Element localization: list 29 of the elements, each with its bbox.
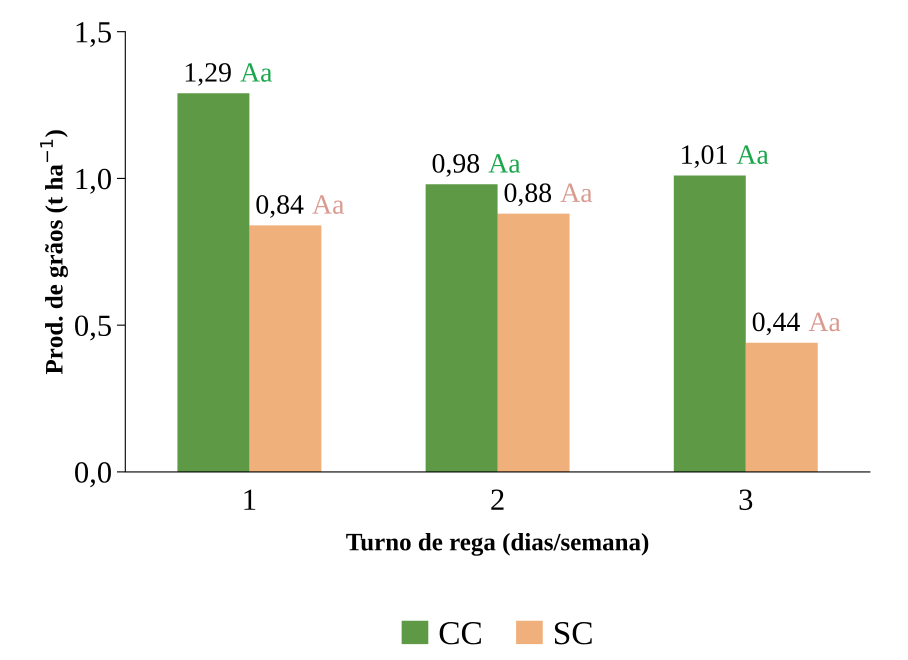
x-axis-title: Turno de rega (dias/semana) bbox=[346, 532, 648, 556]
data-label: 0,88 bbox=[504, 183, 552, 206]
y-tick-label: 1,5 bbox=[76, 22, 111, 47]
annotation: Aa bbox=[240, 63, 272, 82]
y-tick-label: 0,5 bbox=[75, 315, 111, 340]
annotation: Aa bbox=[560, 184, 592, 202]
annotation: Aa bbox=[736, 145, 768, 164]
bar bbox=[746, 342, 818, 472]
data-label: 1,29 bbox=[186, 63, 231, 86]
x-tick-label: 2 bbox=[491, 490, 504, 510]
legend-label: CC bbox=[440, 622, 481, 644]
y-tick-label: 0,0 bbox=[75, 462, 111, 488]
legend-label: SC bbox=[554, 622, 592, 644]
x-tick-label: 1 bbox=[244, 490, 256, 510]
bar bbox=[177, 93, 250, 472]
data-label: 0,44 bbox=[752, 312, 800, 336]
data-label: 0,98 bbox=[432, 154, 480, 177]
bar bbox=[498, 214, 570, 472]
annotation: Aa bbox=[808, 312, 840, 332]
x-tick-label: 3 bbox=[740, 490, 752, 510]
data-label: 1,01 bbox=[682, 145, 727, 168]
bar bbox=[426, 184, 498, 472]
bar bbox=[674, 175, 746, 472]
bar bbox=[249, 225, 322, 472]
annotation: Aa bbox=[312, 195, 344, 214]
annotation: Aa bbox=[488, 154, 520, 173]
y-tick-label: 1,0 bbox=[76, 168, 111, 194]
y-axis-title: Prod. de grãos (t ha$^{−1}$) bbox=[40, 130, 68, 374]
data-label: 0,84 bbox=[256, 195, 304, 218]
